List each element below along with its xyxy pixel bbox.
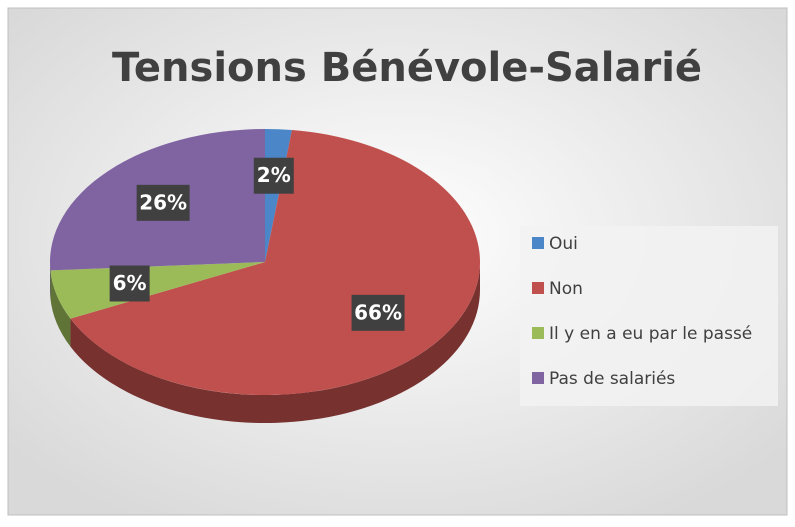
data-label: 2% xyxy=(257,163,291,187)
chart-title: Tensions Bénévole-Salarié xyxy=(112,45,702,91)
legend-label: Il y en a eu par le passé xyxy=(549,324,752,344)
legend-swatch xyxy=(532,237,544,249)
data-label: 6% xyxy=(113,271,147,295)
data-label: 66% xyxy=(354,300,402,324)
legend-label: Pas de salariés xyxy=(549,369,675,389)
legend-swatch xyxy=(532,372,544,384)
legend-label: Non xyxy=(549,279,583,299)
data-label: 26% xyxy=(139,190,187,214)
legend-swatch xyxy=(532,282,544,294)
legend-swatch xyxy=(532,327,544,339)
legend-label: Oui xyxy=(549,234,578,254)
